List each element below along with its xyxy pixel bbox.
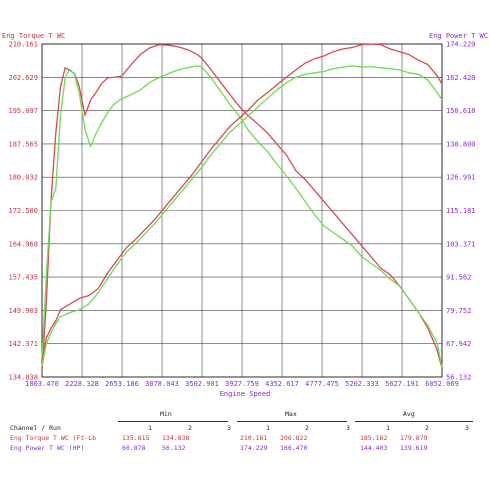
torque-run-1-line (41, 44, 443, 372)
left-tick-label: 172.500 (8, 207, 38, 215)
stats-torque-max-2: 206.822 (280, 434, 308, 442)
stats-avg-run-1: 1 (386, 424, 390, 432)
stats-torque-min-1: 135.815 (122, 434, 150, 442)
left-tick-label: 157.435 (8, 274, 38, 282)
stats-power-avg-2: 139.619 (400, 444, 428, 452)
stats-avg-run-2: 2 (425, 424, 429, 432)
torque-run-2-line (41, 65, 443, 368)
stats-power-max-1: 174.229 (240, 444, 268, 452)
stats-min-run-3: 3 (227, 424, 231, 432)
power-run-2-line (41, 65, 443, 367)
x-tick-label: 1803.470 (25, 380, 59, 388)
right-tick-label: 56.132 (446, 374, 471, 382)
stats-rule-max (237, 421, 347, 422)
stats-max-run-2: 2 (305, 424, 309, 432)
x-tick-label: 6052.069 (425, 380, 459, 388)
x-axis-title: Engine Speed (220, 390, 271, 398)
stats-rule-avg (355, 421, 473, 422)
left-tick-label: 195.097 (8, 107, 38, 115)
right-tick-label: 67.942 (446, 340, 471, 348)
stats-header-channel-run: Channel / Run (10, 424, 61, 432)
stats-table: Min Max Avg Channel / Run 1 2 3 1 2 3 1 … (0, 406, 490, 490)
plot-frame (41, 43, 443, 378)
left-axis-ticks: 134.838 142.371 149.903 157.435 164.968 172.5… (8, 41, 38, 382)
left-tick-label: 164.968 (8, 240, 38, 248)
stats-min-run-1: 1 (148, 424, 152, 432)
stats-col-avg: Avg (403, 410, 415, 418)
left-tick-label: 142.371 (8, 340, 38, 348)
stats-power-max-2: 166.470 (280, 444, 308, 452)
right-axis-title: Eng Power T WC (429, 32, 488, 40)
left-tick-label: 202.629 (8, 74, 38, 82)
left-axis-title: Eng Torque T WC (2, 32, 65, 40)
stats-max-run-1: 1 (266, 424, 270, 432)
right-tick-label: 150.610 (446, 107, 476, 115)
stats-power-avg-1: 144.403 (360, 444, 388, 452)
stats-rule-min (118, 421, 228, 422)
x-tick-label: 2228.328 (65, 380, 99, 388)
stats-col-min: Min (160, 410, 172, 418)
right-tick-label: 162.420 (446, 74, 476, 82)
x-axis-ticks: 1803.470 2228.328 2653.186 3078.043 3502.901… (25, 380, 459, 388)
x-tick-label: 3927.759 (225, 380, 259, 388)
stats-row-power-name: Eng Power T WC (HP) (10, 444, 85, 452)
left-tick-label: 134.838 (8, 374, 38, 382)
stats-max-run-3: 3 (346, 424, 350, 432)
stats-torque-min-2: 134.838 (162, 434, 190, 442)
power-run-1-line (41, 43, 443, 361)
left-tick-label: 180.032 (8, 174, 38, 182)
plot-background (0, 0, 490, 400)
stats-row-torque-name: Eng Torque T WC (Ft-Lb (10, 434, 97, 442)
right-tick-label: 103.371 (446, 240, 476, 248)
right-tick-label: 115.181 (446, 207, 476, 215)
x-tick-label: 4352.617 (265, 380, 299, 388)
left-tick-label: 149.903 (8, 307, 38, 315)
x-tick-label: 3078.043 (145, 380, 179, 388)
stats-torque-avg-1: 185.162 (360, 434, 388, 442)
stats-power-min-1: 60.878 (122, 444, 146, 452)
right-axis-ticks: 56.132 67.942 79.752 91.562 103.371 115.181 12… (446, 41, 476, 382)
stats-torque-avg-2: 179.879 (400, 434, 428, 442)
left-tick-label: 210.161 (8, 41, 38, 49)
stats-min-run-2: 2 (188, 424, 192, 432)
x-tick-label: 4777.475 (305, 380, 339, 388)
stats-power-min-2: 56.132 (162, 444, 186, 452)
right-tick-label: 174.229 (446, 41, 476, 49)
stats-torque-max-1: 210.161 (240, 434, 268, 442)
x-tick-label: 2653.186 (105, 380, 139, 388)
engine-dyno-chart: 134.838 142.371 149.903 157.435 164.968 172.5… (0, 0, 490, 400)
right-tick-label: 126.991 (446, 174, 476, 182)
right-tick-label: 79.752 (446, 307, 471, 315)
series-layer (41, 43, 443, 372)
left-tick-label: 187.565 (8, 140, 38, 148)
x-tick-label: 5627.191 (385, 380, 419, 388)
x-tick-label: 5202.333 (345, 380, 379, 388)
x-tick-label: 3502.901 (185, 380, 219, 388)
stats-avg-run-3: 3 (465, 424, 469, 432)
right-tick-label: 138.800 (446, 140, 476, 148)
right-tick-label: 91.562 (446, 274, 471, 282)
stats-col-max: Max (285, 410, 297, 418)
